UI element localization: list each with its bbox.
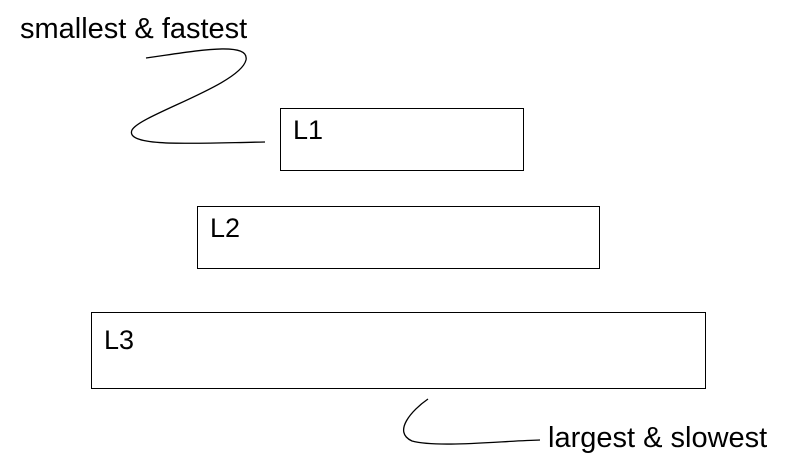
cache-level-l2-box: L2 [197,206,600,269]
cache-level-l3-label: L3 [104,325,135,355]
cache-level-l2-label: L2 [210,213,241,243]
annotation-smallest-fastest: smallest & fastest [20,13,248,45]
annotation-largest-slowest: largest & slowest [548,422,768,454]
cache-level-l1-box: L1 [280,108,524,171]
cache-level-l1-label: L1 [293,115,324,145]
connector-top-curve [130,48,266,145]
cache-level-l3-box: L3 [91,312,706,389]
connector-bottom-curve [403,398,541,445]
